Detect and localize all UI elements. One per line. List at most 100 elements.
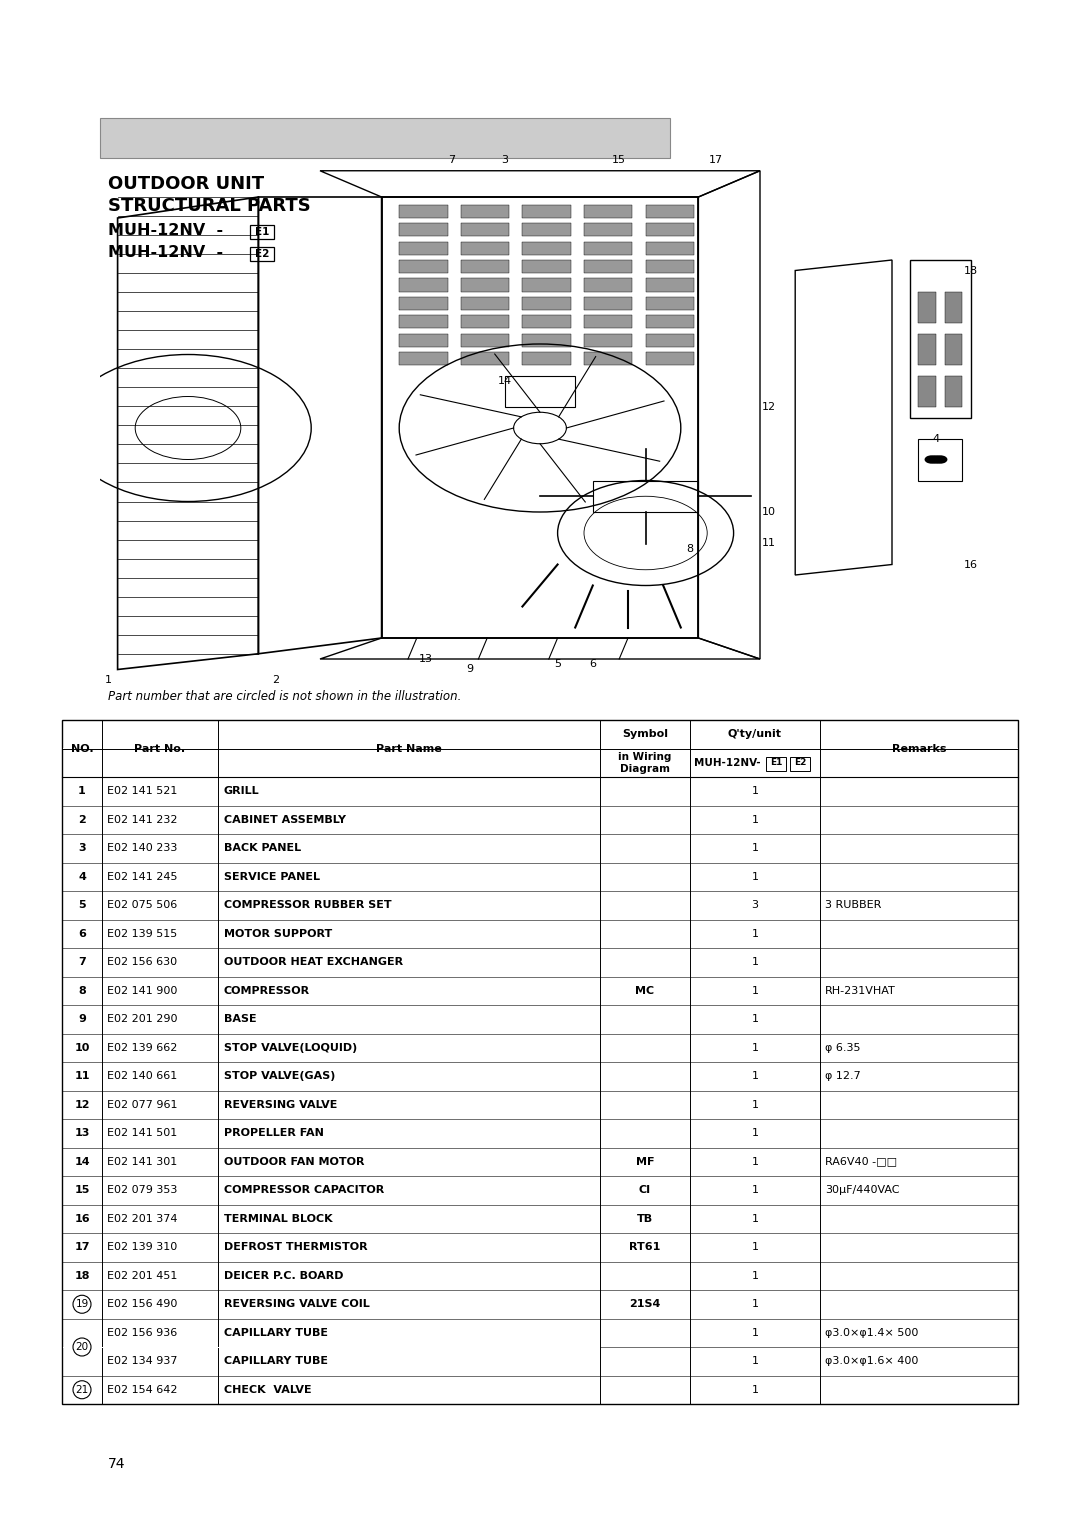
Bar [646,315,694,328]
Bar [400,297,447,309]
Bar [523,297,571,309]
Bar [400,352,447,364]
Text: 14: 14 [498,375,512,386]
Text: DEFROST THERMISTOR: DEFROST THERMISTOR [224,1242,367,1252]
Text: 11: 11 [75,1072,90,1081]
Bar [400,224,447,236]
Text: 1: 1 [752,1099,758,1110]
Text: MC: MC [635,986,654,995]
Text: 14: 14 [75,1157,90,1167]
Text: 19: 19 [76,1300,89,1309]
Text: OUTDOOR FAN MOTOR: OUTDOOR FAN MOTOR [224,1157,365,1167]
Text: CAPILLARY TUBE: CAPILLARY TUBE [224,1327,328,1338]
Bar [400,260,447,273]
Text: E02 141 301: E02 141 301 [107,1157,177,1167]
Circle shape [933,455,947,464]
Bar [523,260,571,273]
Bar [400,205,447,217]
Circle shape [929,455,943,464]
Text: 1: 1 [752,1185,758,1196]
Bar [523,242,571,254]
Text: 1: 1 [752,1356,758,1366]
Bar [646,297,694,309]
Bar [646,334,694,346]
Text: E02 077 961: E02 077 961 [107,1099,177,1110]
Text: E02 156 936: E02 156 936 [107,1327,177,1338]
Text: 9: 9 [78,1014,86,1024]
Text: 1: 1 [752,929,758,939]
Text: 1: 1 [752,1157,758,1167]
Bar [584,352,633,364]
Text: MUH-12NV-: MUH-12NV- [694,758,760,767]
Text: 4: 4 [932,433,940,444]
Text: 6: 6 [78,929,86,939]
Text: GRILL: GRILL [224,787,259,796]
Text: 1: 1 [752,1214,758,1223]
Text: 1: 1 [752,1327,758,1338]
Bar [400,279,447,291]
Bar [945,291,962,323]
Text: 1: 1 [752,1300,758,1309]
Text: 10: 10 [761,507,775,517]
Bar [918,438,962,481]
Text: E02 140 233: E02 140 233 [107,844,177,853]
Text: E02 079 353: E02 079 353 [107,1185,177,1196]
Text: 3: 3 [78,844,85,853]
Bar [249,225,274,239]
Bar [461,352,509,364]
Text: RH-231VHAT: RH-231VHAT [825,986,895,995]
Bar [523,205,571,217]
Text: φ 12.7: φ 12.7 [825,1072,861,1081]
Bar [504,375,576,407]
Text: 13: 13 [75,1128,90,1138]
Text: 20: 20 [76,1343,89,1352]
Text: BASE: BASE [224,1014,257,1024]
Text: RT61: RT61 [630,1242,661,1252]
Text: E02 141 521: E02 141 521 [107,787,177,796]
Bar [766,756,786,770]
Text: CHECK  VALVE: CHECK VALVE [224,1384,312,1395]
Text: 10: 10 [75,1043,90,1053]
Text: 2: 2 [78,814,86,825]
Text: 7: 7 [78,957,86,968]
Text: 1: 1 [752,1384,758,1395]
Text: Part No.: Part No. [134,744,186,753]
Text: Part number that are circled is not shown in the illustration.: Part number that are circled is not show… [108,690,461,703]
Bar [593,481,699,511]
Text: 74: 74 [108,1458,125,1471]
Bar [646,224,694,236]
Text: 1: 1 [752,844,758,853]
Text: 4: 4 [78,871,86,882]
Text: 1: 1 [752,871,758,882]
Text: 21S4: 21S4 [630,1300,661,1309]
Text: 1: 1 [752,814,758,825]
Text: 9: 9 [467,664,473,675]
Text: 16: 16 [964,559,978,570]
Text: Part Name: Part Name [376,744,442,753]
Bar [523,315,571,328]
Text: 7: 7 [448,155,456,165]
Text: 1: 1 [752,986,758,995]
Text: PROPELLER FAN: PROPELLER FAN [224,1128,324,1138]
Text: E02 156 490: E02 156 490 [107,1300,177,1309]
Text: E02 201 374: E02 201 374 [107,1214,177,1223]
Text: 21: 21 [76,1384,89,1395]
Text: MUH-12NV  -: MUH-12NV - [108,245,229,260]
Text: 1: 1 [752,1242,758,1252]
Bar [584,242,633,254]
Text: CABINET ASSEMBLY: CABINET ASSEMBLY [224,814,346,825]
Bar [461,260,509,273]
Bar [918,291,936,323]
Text: STOP VALVE(GAS): STOP VALVE(GAS) [224,1072,336,1081]
Bar [584,279,633,291]
Text: 3: 3 [501,155,509,165]
Text: φ3.0×φ1.4× 500: φ3.0×φ1.4× 500 [825,1327,918,1338]
Bar [400,334,447,346]
Bar [381,197,699,638]
Text: 11: 11 [761,539,775,548]
Text: 1: 1 [752,957,758,968]
Text: RA6V40 -□□: RA6V40 -□□ [825,1157,897,1167]
Text: 1: 1 [752,1128,758,1138]
Text: E02 141 245: E02 141 245 [107,871,177,882]
Bar [584,205,633,217]
